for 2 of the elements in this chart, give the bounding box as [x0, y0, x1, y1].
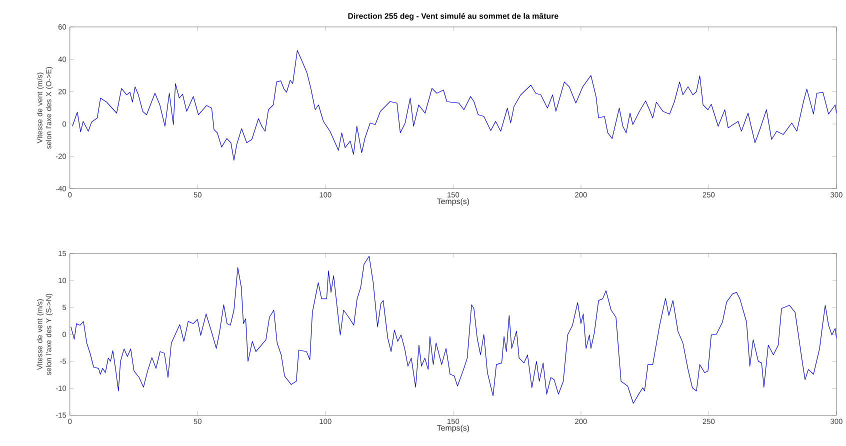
line-series — [72, 50, 836, 160]
line-series — [70, 256, 836, 404]
